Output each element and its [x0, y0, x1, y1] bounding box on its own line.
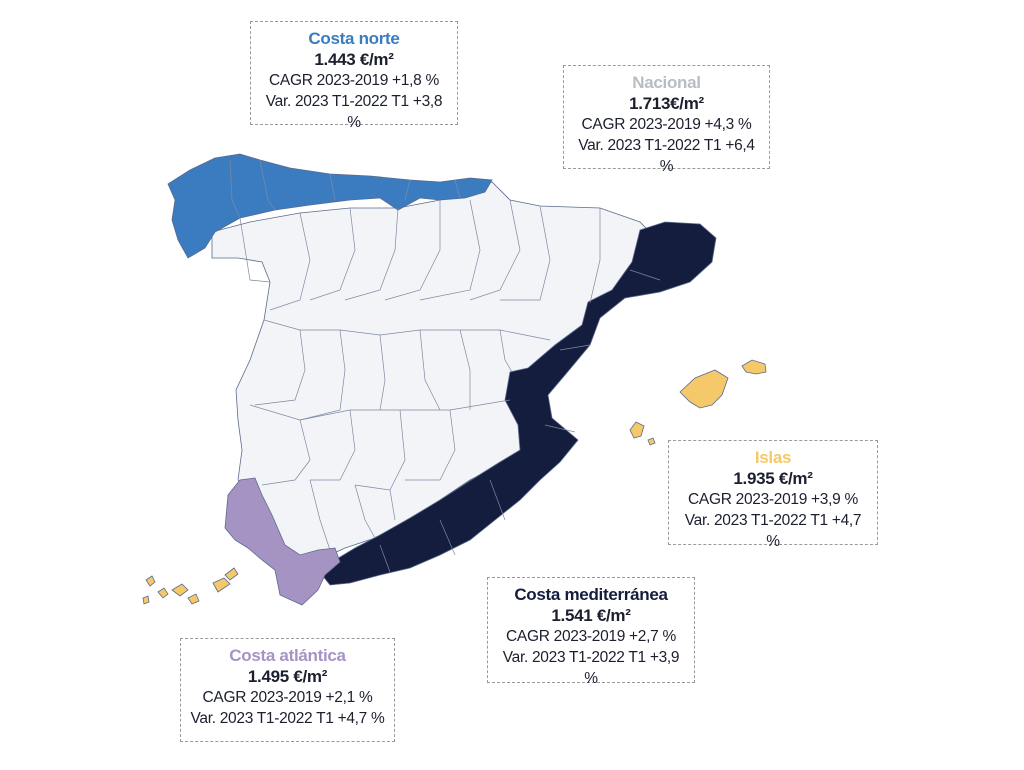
- menorca-island: [741, 359, 767, 375]
- canary-island-5: [187, 593, 200, 605]
- canary-island-3: [157, 587, 169, 599]
- costa-mediterranea-region: [321, 221, 717, 586]
- islas-price: 1.935 €/m²: [733, 469, 813, 488]
- canary-island-6: [212, 577, 231, 593]
- costa-mediterranea-price: 1.541 €/m²: [551, 606, 631, 625]
- costa-mediterranea-cagr: CAGR 2023-2019 +2,7 %: [506, 628, 676, 645]
- nacional-cagr: CAGR 2023-2019 +4,3 %: [581, 116, 752, 133]
- nacional-title: Nacional: [632, 73, 701, 92]
- callout-islas: Islas 1.935 €/m² CAGR 2023-2019 +3,9 % V…: [668, 440, 878, 550]
- islas-title: Islas: [754, 448, 792, 467]
- costa-norte-price: 1.443 €/m²: [314, 50, 394, 69]
- costa-norte-var: Var. 2023 T1-2022 T1 +3,8 %: [265, 93, 443, 131]
- costa-mediterranea-var: Var. 2023 T1-2022 T1 +3,9 %: [502, 649, 680, 687]
- costa-atlantica-var: Var. 2023 T1-2022 T1 +4,7 %: [190, 710, 385, 727]
- ibiza-island: [629, 421, 645, 439]
- callout-costa-mediterranea: Costa mediterránea 1.541 €/m² CAGR 2023-…: [487, 577, 695, 687]
- formentera-island: [647, 437, 656, 446]
- canary-island-7: [224, 567, 239, 581]
- callout-nacional: Nacional 1.713€/m² CAGR 2023-2019 +4,3 %…: [563, 65, 770, 175]
- islas-var: Var. 2023 T1-2022 T1 +4,7 %: [684, 512, 862, 550]
- nacional-price: 1.713€/m²: [629, 94, 704, 113]
- canary-island-1: [145, 575, 156, 587]
- costa-mediterranea-title: Costa mediterránea: [514, 585, 668, 604]
- callout-costa-norte: Costa norte 1.443 €/m² CAGR 2023-2019 +1…: [250, 21, 458, 131]
- costa-atlantica-price: 1.495 €/m²: [247, 667, 328, 686]
- mallorca-island: [679, 369, 729, 409]
- canary-island-4: [171, 583, 189, 597]
- interior-region: [211, 181, 651, 561]
- callout-costa-atlantica: Costa atlántica 1.495 €/m² CAGR 2023-201…: [180, 638, 395, 742]
- islas-cagr: CAGR 2023-2019 +3,9 %: [688, 491, 858, 508]
- canary-island-2: [142, 595, 150, 605]
- costa-atlantica-cagr: CAGR 2023-2019 +2,1 %: [202, 689, 373, 706]
- costa-norte-cagr: CAGR 2023-2019 +1,8 %: [269, 72, 439, 89]
- costa-norte-title: Costa norte: [308, 29, 400, 48]
- costa-atlantica-title: Costa atlántica: [229, 646, 346, 665]
- nacional-var: Var. 2023 T1-2022 T1 +6,4 %: [578, 137, 755, 175]
- costa-atlantica-region: [224, 477, 341, 606]
- province-boundaries: [229, 159, 661, 573]
